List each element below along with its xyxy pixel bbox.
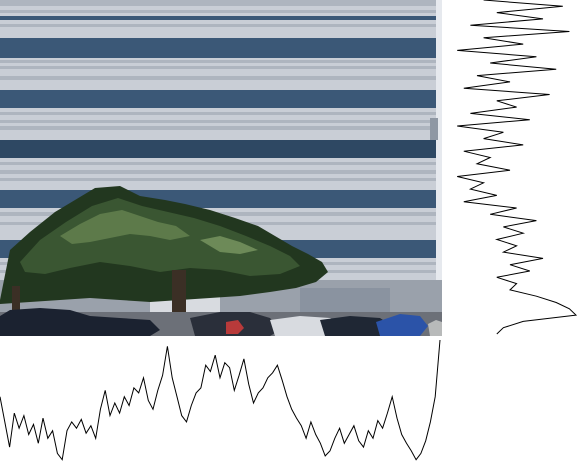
facade-band [0, 140, 442, 158]
facade-band [0, 126, 442, 130]
row-intensity-profile [457, 0, 578, 335]
facade-band [0, 120, 442, 123]
building-photo [0, 0, 442, 336]
facade-band [0, 24, 442, 27]
facade-band [0, 170, 442, 174]
tree-highlight [200, 236, 258, 254]
tree-trunk-left [12, 286, 20, 326]
pine-tree [0, 186, 328, 336]
facade-band [0, 66, 442, 69]
right-column-edge [430, 0, 442, 336]
facade-band [0, 178, 442, 181]
tree-canopy-light [60, 210, 190, 244]
facade-band [0, 38, 442, 58]
facade-band [0, 76, 442, 80]
facade-band [0, 16, 442, 20]
facade-band [0, 10, 442, 13]
column-profile-line [0, 339, 441, 461]
facade-band [0, 0, 442, 6]
facade-band [0, 90, 442, 108]
facade-band [0, 162, 442, 165]
facade-band [0, 60, 442, 63]
column-intensity-profile [0, 339, 441, 461]
row-profile-line [457, 0, 578, 335]
parked-cars [0, 308, 442, 336]
facade-band [0, 112, 442, 115]
